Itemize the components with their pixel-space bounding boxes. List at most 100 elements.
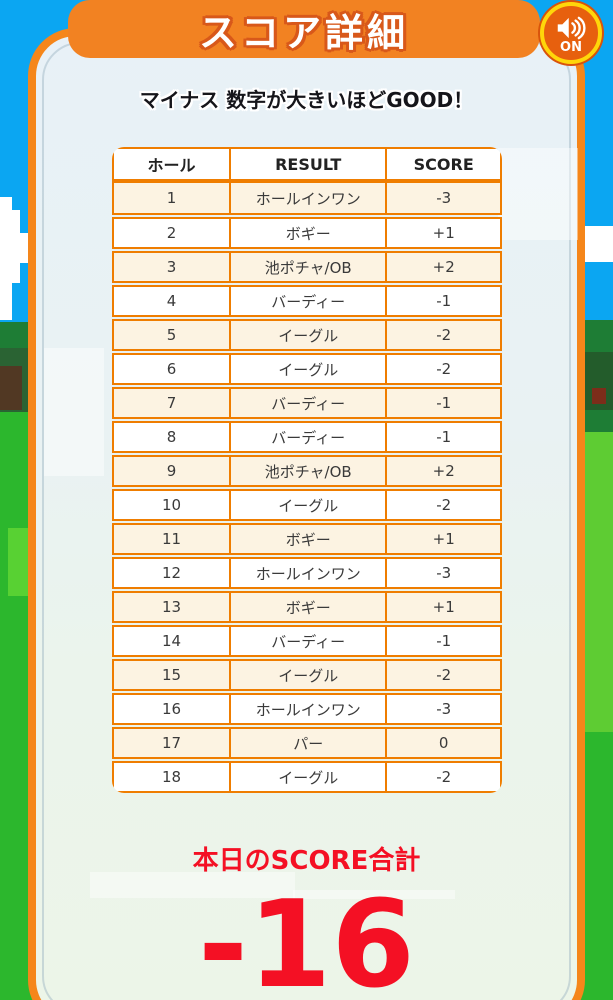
table-row: 7 バーディー -1 [112, 387, 502, 419]
table-row: 1 ホールインワン -3 [112, 181, 502, 215]
bg-tree-pixel [585, 320, 613, 352]
table-row: 17 パー 0 [112, 727, 502, 759]
result-cell: イーグル [229, 491, 388, 519]
table-row: 3 池ポチャ/OB +2 [112, 251, 502, 283]
column-header-result: RESULT [229, 149, 388, 179]
panel-cloud-band [44, 348, 104, 476]
table-row: 11 ボギー +1 [112, 523, 502, 555]
score-cell: -1 [436, 394, 452, 412]
score-cell: -2 [436, 360, 452, 378]
result-cell: バーディー [229, 389, 388, 417]
bg-cloud-pixel [0, 210, 20, 283]
table-row: 16 ホールインワン -3 [112, 693, 502, 725]
table-row: 9 池ポチャ/OB +2 [112, 455, 502, 487]
score-table: ホール RESULT SCORE 1 ホールインワン -3 2 ボギー +1 3… [112, 147, 502, 793]
hole-number-cell: 11 [161, 530, 182, 548]
hole-number-cell: 18 [161, 768, 182, 786]
result-cell: イーグル [229, 661, 388, 689]
hole-number-cell: 6 [166, 360, 177, 378]
score-cell: +1 [432, 224, 455, 242]
table-row: 12 ホールインワン -3 [112, 557, 502, 589]
column-header-score: SCORE [413, 154, 474, 174]
hole-number-cell: 12 [161, 564, 182, 582]
score-cell: -2 [436, 768, 452, 786]
score-cell: -3 [436, 189, 452, 207]
speaker-on-icon [555, 13, 588, 41]
result-cell: ボギー [229, 593, 388, 621]
title-banner: スコア詳細 [68, 0, 540, 58]
score-cell: -1 [436, 428, 452, 446]
hole-number-cell: 15 [161, 666, 182, 684]
total-score-value: -16 [198, 876, 415, 1000]
total-score-label: 本日のSCORE合計 [192, 846, 421, 876]
sound-toggle-button[interactable]: ON [540, 2, 602, 64]
table-row: 4 バーディー -1 [112, 285, 502, 317]
table-row: 14 バーディー -1 [112, 625, 502, 657]
subtitle-text: マイナス 数字が大きいほどGOOD！ [139, 88, 474, 112]
score-cell: -2 [436, 326, 452, 344]
score-cell: -1 [436, 632, 452, 650]
bg-grass-light-pixel [8, 528, 28, 596]
hole-number-cell: 4 [166, 292, 177, 310]
score-cell: -3 [436, 564, 452, 582]
hole-number-cell: 3 [166, 258, 177, 276]
result-cell: ボギー [229, 525, 388, 553]
result-cell: 池ポチャ/OB [229, 253, 388, 281]
hole-number-cell: 14 [161, 632, 182, 650]
score-cell: -2 [436, 496, 452, 514]
score-table-body: 1 ホールインワン -3 2 ボギー +1 3 池ポチャ/OB +2 4 バーデ… [112, 181, 502, 793]
result-cell: バーディー [229, 423, 388, 451]
result-cell: パー [229, 729, 388, 757]
result-cell: 池ポチャ/OB [229, 457, 388, 485]
score-cell: +1 [432, 598, 455, 616]
result-cell: イーグル [229, 355, 388, 383]
hole-number-cell: 1 [166, 189, 177, 207]
bg-tree-pixel [585, 410, 613, 432]
page-title: スコア詳細 [198, 10, 409, 55]
table-row: 5 イーグル -2 [112, 319, 502, 351]
hole-number-cell: 13 [161, 598, 182, 616]
table-row: 10 イーグル -2 [112, 489, 502, 521]
score-cell: -3 [436, 700, 452, 718]
result-cell: ホールインワン [229, 695, 388, 723]
score-cell: 0 [438, 734, 449, 752]
hole-number-cell: 9 [166, 462, 177, 480]
table-row: 13 ボギー +1 [112, 591, 502, 623]
result-cell: ホールインワン [229, 183, 388, 213]
bg-tree-pixel [0, 322, 28, 348]
score-cell: +1 [432, 530, 455, 548]
sound-state-label: ON [560, 39, 582, 55]
table-row: 2 ボギー +1 [112, 217, 502, 249]
table-row: 6 イーグル -2 [112, 353, 502, 385]
panel-cloud-band [90, 872, 295, 898]
column-header-hole: ホール [147, 156, 196, 175]
table-header-row: ホール RESULT SCORE [112, 147, 502, 181]
bg-cloud-pixel [0, 283, 12, 320]
bg-grass-light-pixel [585, 432, 613, 732]
result-cell: ボギー [229, 219, 388, 247]
hole-number-cell: 10 [161, 496, 182, 514]
score-cell: +2 [432, 258, 455, 276]
hole-number-cell: 2 [166, 224, 177, 242]
bg-cloud-pixel [0, 197, 12, 211]
result-cell: イーグル [229, 321, 388, 349]
panel-cloud-band [293, 890, 455, 899]
result-cell: バーディー [229, 287, 388, 315]
score-cell: -1 [436, 292, 452, 310]
table-row: 8 バーディー -1 [112, 421, 502, 453]
hole-number-cell: 8 [166, 428, 177, 446]
table-row: 15 イーグル -2 [112, 659, 502, 691]
result-cell: バーディー [229, 627, 388, 655]
bg-trunk-pixel [592, 388, 606, 404]
bg-cloud-pixel [20, 233, 28, 263]
table-row: 18 イーグル -2 [112, 761, 502, 793]
score-cell: -2 [436, 666, 452, 684]
result-cell: ホールインワン [229, 559, 388, 587]
hole-number-cell: 5 [166, 326, 177, 344]
panel-cloud-band [498, 148, 578, 240]
bg-cloud-pixel [585, 226, 613, 262]
hole-number-cell: 17 [161, 734, 182, 752]
bg-trunk-pixel [0, 366, 22, 410]
hole-number-cell: 7 [166, 394, 177, 412]
